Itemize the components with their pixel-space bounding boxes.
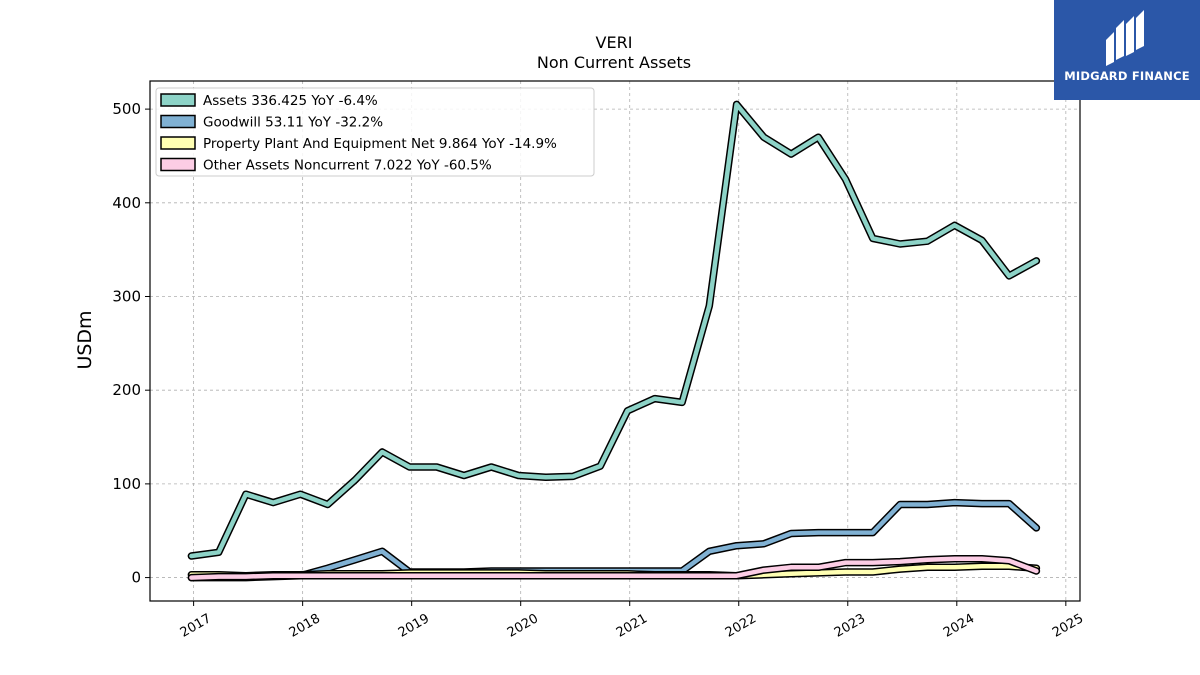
plot-frame — [149, 80, 1081, 602]
x-tick-label: 2018 — [287, 611, 323, 641]
legend-swatch — [160, 114, 196, 129]
y-tick-label: 500 — [112, 100, 141, 118]
chart-title: VERI — [596, 33, 633, 52]
x-tick-label: 2021 — [614, 611, 650, 641]
legend-label: Goodwill 53.11 YoY -32.2% — [203, 115, 383, 131]
series-line — [189, 556, 1039, 580]
series-line — [189, 102, 1039, 559]
x-tick-label: 2025 — [1050, 611, 1086, 641]
legend-swatch — [160, 157, 196, 172]
legend-label: Property Plant And Equipment Net 9.864 Y… — [203, 136, 557, 152]
y-axis-label: USDm — [74, 310, 96, 369]
chart-subtitle: Non Current Assets — [537, 53, 691, 72]
x-tick-label: 2017 — [178, 611, 214, 641]
series-layer — [187, 100, 1041, 582]
legend-label: Other Assets Noncurrent 7.022 YoY -60.5% — [203, 158, 492, 174]
x-tick-label: 2019 — [396, 611, 432, 641]
x-tick-label: 2022 — [723, 611, 759, 641]
y-tick-label: 0 — [131, 569, 141, 587]
x-tick-label: 2024 — [941, 611, 977, 641]
series-0 — [187, 100, 1041, 560]
y-tick-label: 200 — [112, 381, 141, 399]
y-tick-label: 300 — [112, 287, 141, 305]
logo-text: MIDGARD FINANCE — [1064, 69, 1190, 83]
legend: Assets 336.425 YoY -6.4% Goodwill 53.11 Y… — [155, 87, 595, 177]
midgard-finance-logo: MIDGARD FINANCE — [1054, 0, 1200, 100]
x-tick-label: 2020 — [505, 611, 541, 641]
y-tick-label: 400 — [112, 194, 141, 212]
y-tick-label: 100 — [112, 475, 141, 493]
legend-swatch — [160, 136, 196, 150]
x-tick-label: 2023 — [832, 611, 868, 641]
logo-mark-icon — [1106, 10, 1144, 66]
legend-label: Assets 336.425 YoY -6.4% — [203, 93, 378, 109]
series-3 — [187, 555, 1041, 582]
legend-box — [155, 87, 595, 177]
legend-swatch — [160, 93, 196, 107]
